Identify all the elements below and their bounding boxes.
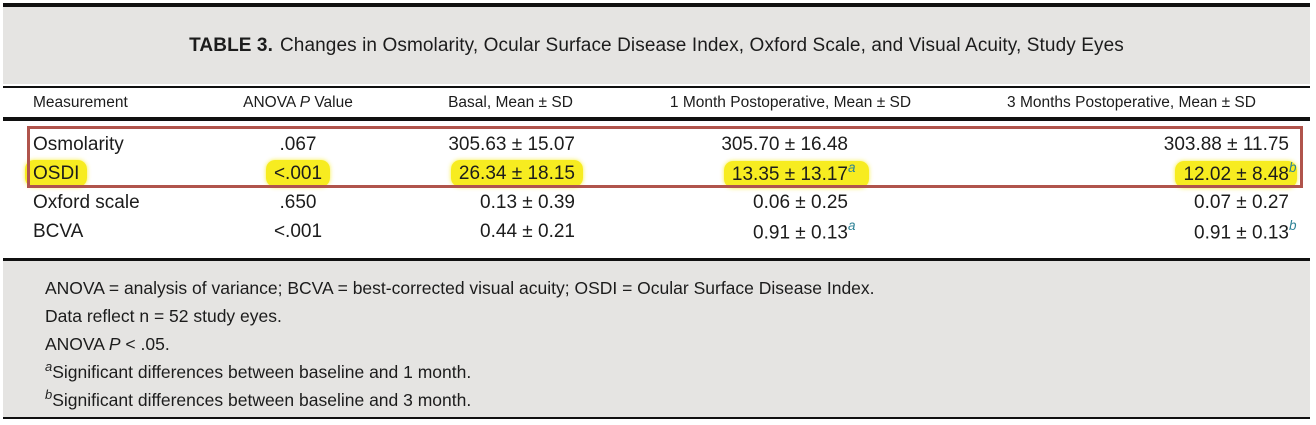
table-row-oxford-scale: Oxford scale .650 0.13 ± 0.39 0.06 ± 0.2…	[3, 188, 1310, 217]
cell-anova-p: .067	[279, 133, 317, 155]
data-table: Measurement ANOVA P Value Basal, Mean ± …	[3, 86, 1310, 258]
table-title: TABLE 3. Changes in Osmolarity, Ocular S…	[3, 7, 1310, 84]
table-figure: TABLE 3. Changes in Osmolarity, Ocular S…	[3, 3, 1310, 419]
cell-3-months: 0.91 ± 0.13b	[953, 217, 1310, 258]
significance-note: a	[848, 159, 856, 175]
top-rule	[3, 3, 1310, 7]
yellow-highlight: <.001	[265, 159, 331, 187]
cell-1-month: 0.91 ± 0.13a	[628, 217, 953, 258]
mid-rule	[3, 258, 1310, 261]
cell-anova-p: <.001	[273, 220, 323, 242]
cell-basal: 0.44 ± 0.21	[480, 220, 575, 242]
table-header-row: Measurement ANOVA P Value Basal, Mean ± …	[3, 86, 1310, 121]
significance-note: b	[1289, 159, 1297, 175]
cell-anova-p: .650	[279, 191, 317, 213]
bottom-rule	[3, 417, 1310, 419]
cell-3-months: 0.07 ± 0.27	[1194, 191, 1289, 213]
col-header-3-months: 3 Months Postoperative, Mean ± SD	[953, 86, 1310, 121]
cell-3-months: 303.88 ± 11.75	[1163, 133, 1289, 155]
cell-measurement: OSDI	[3, 159, 203, 188]
cell-1-month: 0.06 ± 0.25	[753, 191, 848, 213]
footnote-a: aSignificant differences between baselin…	[45, 359, 472, 382]
cell-3-months: 12.02 ± 8.48b	[953, 159, 1310, 189]
table-title-text: Changes in Osmolarity, Ocular Surface Di…	[279, 34, 1124, 56]
cell-1-month: 13.35 ± 13.17a	[628, 159, 953, 189]
significance-note: a	[848, 217, 856, 233]
cell-1-month: 305.70 ± 16.48	[721, 133, 848, 155]
col-header-basal: Basal, Mean ± SD	[393, 86, 628, 121]
table-row-osdi-highlighted: OSDI <.001 26.34 ± 18.15 13.35 ± 13.17a …	[3, 159, 1310, 189]
footnote-b-superscript: b	[45, 387, 53, 403]
footnote-a-superscript: a	[45, 359, 53, 375]
yellow-highlight: OSDI	[25, 159, 88, 187]
yellow-highlight: 26.34 ± 18.15	[450, 159, 583, 187]
cell-anova-p: <.001	[203, 159, 393, 188]
footnote-sample-size: Data reflect n = 52 study eyes.	[45, 306, 282, 326]
col-header-measurement: Measurement	[3, 86, 203, 121]
footnote-b: bSignificant differences between baselin…	[45, 387, 472, 410]
footnote-anova-threshold: ANOVA P < .05.	[45, 334, 170, 354]
cell-measurement: Osmolarity	[33, 133, 124, 155]
yellow-highlight: 13.35 ± 13.17a	[723, 159, 869, 189]
cell-basal: 26.34 ± 18.15	[393, 159, 628, 188]
table-footnotes: ANOVA = analysis of variance; BCVA = bes…	[3, 261, 1310, 417]
col-header-anova-p: ANOVA P Value	[203, 86, 393, 121]
cell-measurement: Oxford scale	[33, 191, 140, 213]
yellow-highlight: 12.02 ± 8.48	[1175, 161, 1297, 189]
footnote-abbreviations: ANOVA = analysis of variance; BCVA = bes…	[45, 278, 875, 298]
table-row-bcva: BCVA <.001 0.44 ± 0.21 0.91 ± 0.13a 0.91…	[3, 217, 1310, 258]
col-header-1-month: 1 Month Postoperative, Mean ± SD	[628, 86, 953, 121]
divider-gap	[3, 84, 1310, 86]
significance-note: b	[1289, 217, 1297, 233]
cell-measurement: BCVA	[33, 220, 84, 242]
cell-basal: 305.63 ± 15.07	[448, 133, 575, 155]
table-title-label: TABLE 3.	[189, 34, 273, 56]
cell-basal: 0.13 ± 0.39	[480, 191, 575, 213]
table-row-osmolarity: Osmolarity .067 305.63 ± 15.07 305.70 ± …	[3, 119, 1310, 159]
